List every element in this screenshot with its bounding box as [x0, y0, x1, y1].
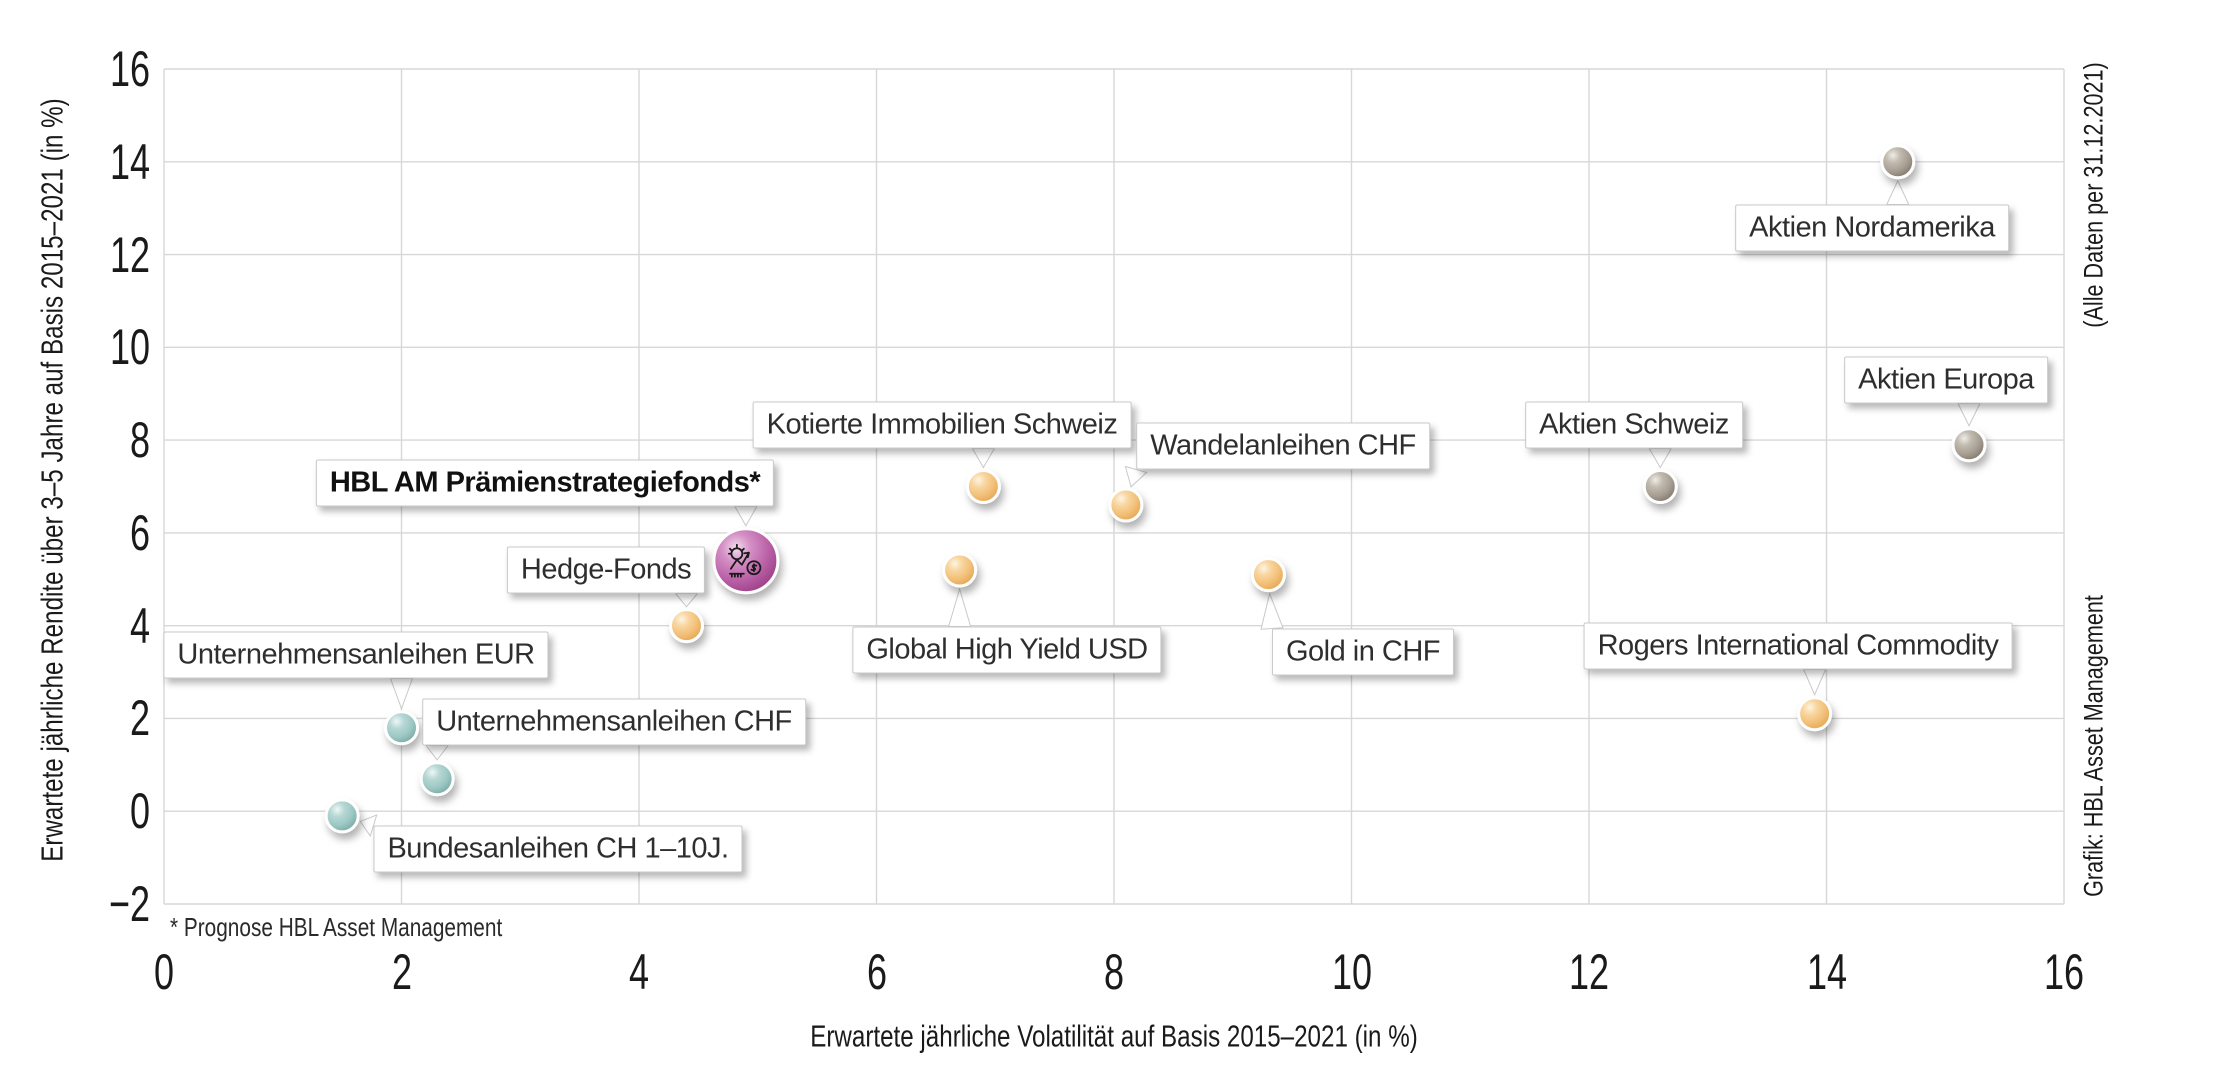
x-tick-label: 6 [866, 944, 887, 1000]
x-tick-label: 0 [153, 944, 175, 1000]
y-tick-label: 14 [109, 133, 150, 190]
source-note: Grafik: HBL Asset Management [2078, 595, 2109, 897]
footnote: * Prognose HBL Asset Management [170, 912, 503, 942]
y-tick-label: 6 [129, 504, 150, 561]
callout-label-aktien-schweiz: Aktien Schweiz [1525, 401, 1743, 449]
x-tick-label: 16 [2043, 944, 2085, 1000]
x-tick-label: 8 [1103, 944, 1125, 1000]
bubble-aktien-nordamerika [1880, 144, 1916, 180]
callout-pointer [1260, 591, 1284, 630]
bubble-wandelanleihen-chf [1108, 487, 1144, 523]
callout-label-rogers-international-commodity: Rogers International Commodity [1583, 622, 2013, 670]
callout-label-unternehmensanleihen-eur: Unternehmensanleihen EUR [163, 631, 549, 679]
y-tick-label: −2 [108, 876, 150, 932]
bubble-unternehmensanleihen-eur [384, 710, 419, 746]
callout-label-global-high-yield-usd: Global High Yield USD [852, 626, 1162, 674]
callout-label-hbl-am-pr-mienstrategiefonds: HBL AM Prämienstrategiefonds* [315, 459, 775, 507]
callout-pointer [1648, 448, 1673, 469]
bubble-hedge-fonds [669, 608, 704, 644]
y-tick-label: 12 [109, 226, 150, 283]
x-tick-label: 4 [628, 944, 650, 1000]
y-tick-label: 4 [129, 597, 150, 654]
y-tick-label: 0 [129, 783, 150, 840]
callout-pointer [1957, 403, 1981, 427]
bubble-rogers-international-commodity [1797, 696, 1833, 732]
callout-label-kotierte-immobilien-schweiz: Kotierte Immobilien Schweiz [752, 401, 1132, 449]
callout-pointers [359, 179, 1981, 838]
bubble-kotierte-immobilien-schweiz [965, 469, 1001, 504]
bubble-gold-in-chf [1250, 557, 1286, 593]
bubble-unternehmensanleihen-chf [419, 761, 455, 797]
callout-pointer [425, 745, 450, 761]
y-tick-label: 16 [109, 41, 150, 97]
callout-label-unternehmensanleihen-chf: Unternehmensanleihen CHF [422, 698, 806, 746]
y-axis-title: Erwartete jährliche Rendite über 3–5 Jah… [34, 98, 70, 862]
y-tick-label: 8 [129, 412, 150, 469]
bubble-bundesanleihen-ch-1-10j [324, 798, 360, 834]
hbl-fund-icon [727, 543, 762, 578]
callout-pointer [674, 593, 699, 608]
callout-label-aktien-europa: Aktien Europa [1844, 356, 2048, 404]
x-tick-label: 2 [391, 944, 412, 1000]
bubble-aktien-europa [1951, 427, 1987, 463]
callout-pointer [947, 587, 972, 627]
callout-pointer [1124, 465, 1148, 488]
x-tick-label: 14 [1806, 944, 1847, 1000]
y-tick-label: 10 [109, 319, 150, 376]
callout-label-bundesanleihen-ch-1-10j: Bundesanleihen CH 1–10J. [373, 825, 743, 873]
callout-pointer [389, 678, 414, 711]
callout-pointer [1885, 179, 1910, 205]
data-points [324, 144, 1987, 834]
callout-pointer [1802, 669, 1827, 697]
bubble-aktien-schweiz [1642, 469, 1678, 504]
bubble-global-high-yield-usd [942, 552, 978, 588]
callout-label-wandelanleihen-chf: Wandelanleihen CHF [1136, 422, 1430, 470]
x-tick-label: 10 [1331, 944, 1372, 1000]
bubble-hbl-am-pr-mienstrategiefonds [712, 527, 780, 595]
x-axis-title: Erwartete jährliche Volatilität auf Basi… [810, 1018, 1418, 1054]
callout-label-aktien-nordamerika: Aktien Nordamerika [1735, 204, 2009, 252]
callout-label-hedge-fonds: Hedge-Fonds [506, 546, 706, 594]
data-date-note: (Alle Daten per 31.12.2021) [2078, 62, 2109, 328]
callout-pointer [734, 506, 758, 527]
callout-pointer [971, 448, 996, 469]
y-tick-label: 2 [129, 690, 150, 747]
callout-label-gold-in-chf: Gold in CHF [1271, 628, 1455, 676]
x-tick-label: 12 [1568, 944, 1610, 1000]
